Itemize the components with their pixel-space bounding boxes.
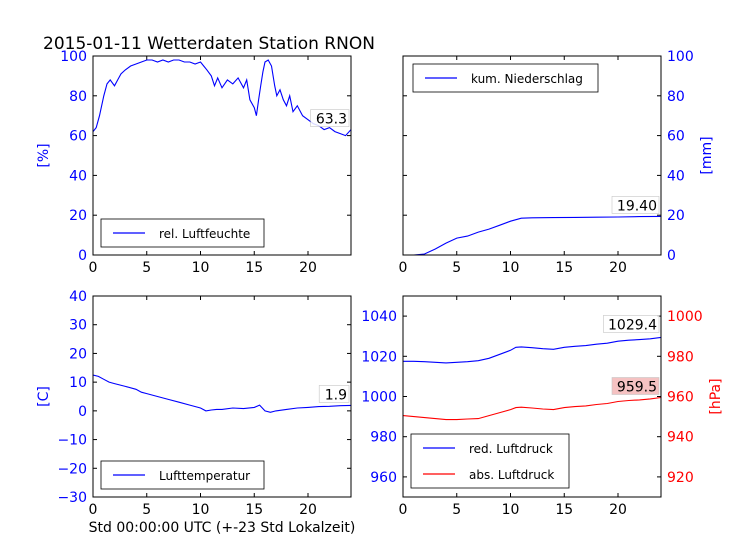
figure-title: 2015-01-11 Wetterdaten Station RNON <box>43 34 375 54</box>
annotation-last-value-box <box>310 109 350 127</box>
series-line-kum-niederschlag <box>403 215 661 255</box>
y-tick-label: 40 <box>667 168 685 184</box>
y-tick-label: 30 <box>69 318 87 334</box>
annotation-last-value-2-box <box>611 377 660 395</box>
x-tick-label: 20 <box>609 260 627 276</box>
annotation-last-value: 63.3 <box>316 112 347 128</box>
x-tick-label: 0 <box>399 502 408 518</box>
y-tick-label: −10 <box>57 433 87 449</box>
annotation-last-value: 1029.4 <box>608 317 657 333</box>
y-tick-label: 60 <box>667 129 685 145</box>
y-axis-label: [%] <box>36 143 52 167</box>
y-tick-label: 1000 <box>361 390 397 406</box>
y-tick-label: 980 <box>370 430 397 446</box>
y-tick-label: 80 <box>69 89 87 105</box>
x-tick-label: 10 <box>192 502 210 518</box>
x-tick-label: 5 <box>142 260 151 276</box>
y-tick-label: 0 <box>667 248 676 264</box>
legend-box <box>410 433 570 489</box>
y-tick-label: 20 <box>667 208 685 224</box>
x-tick-label: 20 <box>299 502 317 518</box>
y-tick-label: −30 <box>57 490 87 506</box>
y-tick-label: 40 <box>69 168 87 184</box>
x-tick-label: 0 <box>89 260 98 276</box>
legend-label: kum. Niederschlag <box>471 72 583 86</box>
y-tick-label: 60 <box>69 129 87 145</box>
panel-bottom-right: 0 5 10 15 20 960 980 1000 1020 1040 920 940 960 980 10… <box>361 295 724 518</box>
y-tick-label: 80 <box>667 89 685 105</box>
y-tick-label: 100 <box>60 49 87 65</box>
plot-frame <box>402 55 662 256</box>
series-line-lufttemperatur <box>93 374 351 413</box>
x-tick-label: 0 <box>399 260 408 276</box>
y-tick-label: 1020 <box>361 349 397 365</box>
panel-top-right: 0 5 10 15 20 0 20 40 60 80 100 [mm] 19.40 kum. Nieder… <box>399 49 715 276</box>
panel-bottom-left: 0 5 10 15 20 −30 −20 −10 0 10 20 30 40 [C] 1.9 Lufttemp… <box>36 289 352 518</box>
x-tick-label: 15 <box>245 502 263 518</box>
y-axis-label: [mm] <box>699 136 715 174</box>
y-tick-label-right: 980 <box>667 349 694 365</box>
annotation-last-value-2: 959.5 <box>617 380 657 396</box>
y-tick-label-right: 920 <box>667 470 694 486</box>
y-tick-label-right: 940 <box>667 430 694 446</box>
legend-label: rel. Luftfeuchte <box>159 227 250 241</box>
annotation-last-value-box <box>603 315 660 333</box>
x-tick-label: 10 <box>502 502 520 518</box>
plot-frame <box>92 55 352 256</box>
annotation-last-value: 19.40 <box>617 198 657 214</box>
y-axis-label: [C] <box>36 386 52 407</box>
y-tick-label: 20 <box>69 346 87 362</box>
y-tick-label: 960 <box>370 470 397 486</box>
x-tick-label: 5 <box>452 502 461 518</box>
plot-frame <box>402 295 662 498</box>
annotation-last-value-box <box>318 385 350 403</box>
x-axis-label: Std 00:00:00 UTC (+-23 Std Lokalzeit) <box>89 520 356 536</box>
y-tick-label: 0 <box>78 248 87 264</box>
y-tick-label: 20 <box>69 208 87 224</box>
x-tick-label: 10 <box>502 260 520 276</box>
y-axis-label-right: [hPa] <box>708 378 724 414</box>
plot-frame <box>92 295 352 498</box>
y-tick-label: 1040 <box>361 309 397 325</box>
legend-label: Lufttemperatur <box>159 469 250 483</box>
x-tick-label: 15 <box>555 502 573 518</box>
series-line-rel-luftfeuchte <box>93 59 351 137</box>
x-tick-label: 10 <box>192 260 210 276</box>
legend-box <box>100 218 265 248</box>
series-line-abs-luftdruck <box>403 396 661 421</box>
y-tick-label: −20 <box>57 461 87 477</box>
x-tick-label: 15 <box>245 260 263 276</box>
x-tick-label: 0 <box>89 502 98 518</box>
annotation-last-value: 1.9 <box>325 387 347 403</box>
y-tick-label: 10 <box>69 375 87 391</box>
annotation-last-value-box <box>611 196 660 214</box>
x-tick-label: 5 <box>142 502 151 518</box>
y-tick-label: 100 <box>667 49 694 65</box>
y-tick-label-right: 1000 <box>667 309 703 325</box>
panel-top-left: 0 5 10 15 20 0 20 40 60 80 100 [%] 63.3 rel. Luftfeuc… <box>36 49 352 276</box>
x-tick-label: 20 <box>609 502 627 518</box>
y-tick-label-right: 960 <box>667 390 694 406</box>
y-tick-label: 40 <box>69 289 87 305</box>
x-tick-label: 20 <box>299 260 317 276</box>
legend-label: abs. Luftdruck <box>469 468 554 482</box>
series-line-red-luftdruck <box>403 336 661 364</box>
y-tick-label: 0 <box>78 404 87 420</box>
x-tick-label: 5 <box>452 260 461 276</box>
legend-label: red. Luftdruck <box>469 442 553 456</box>
x-tick-label: 15 <box>555 260 573 276</box>
